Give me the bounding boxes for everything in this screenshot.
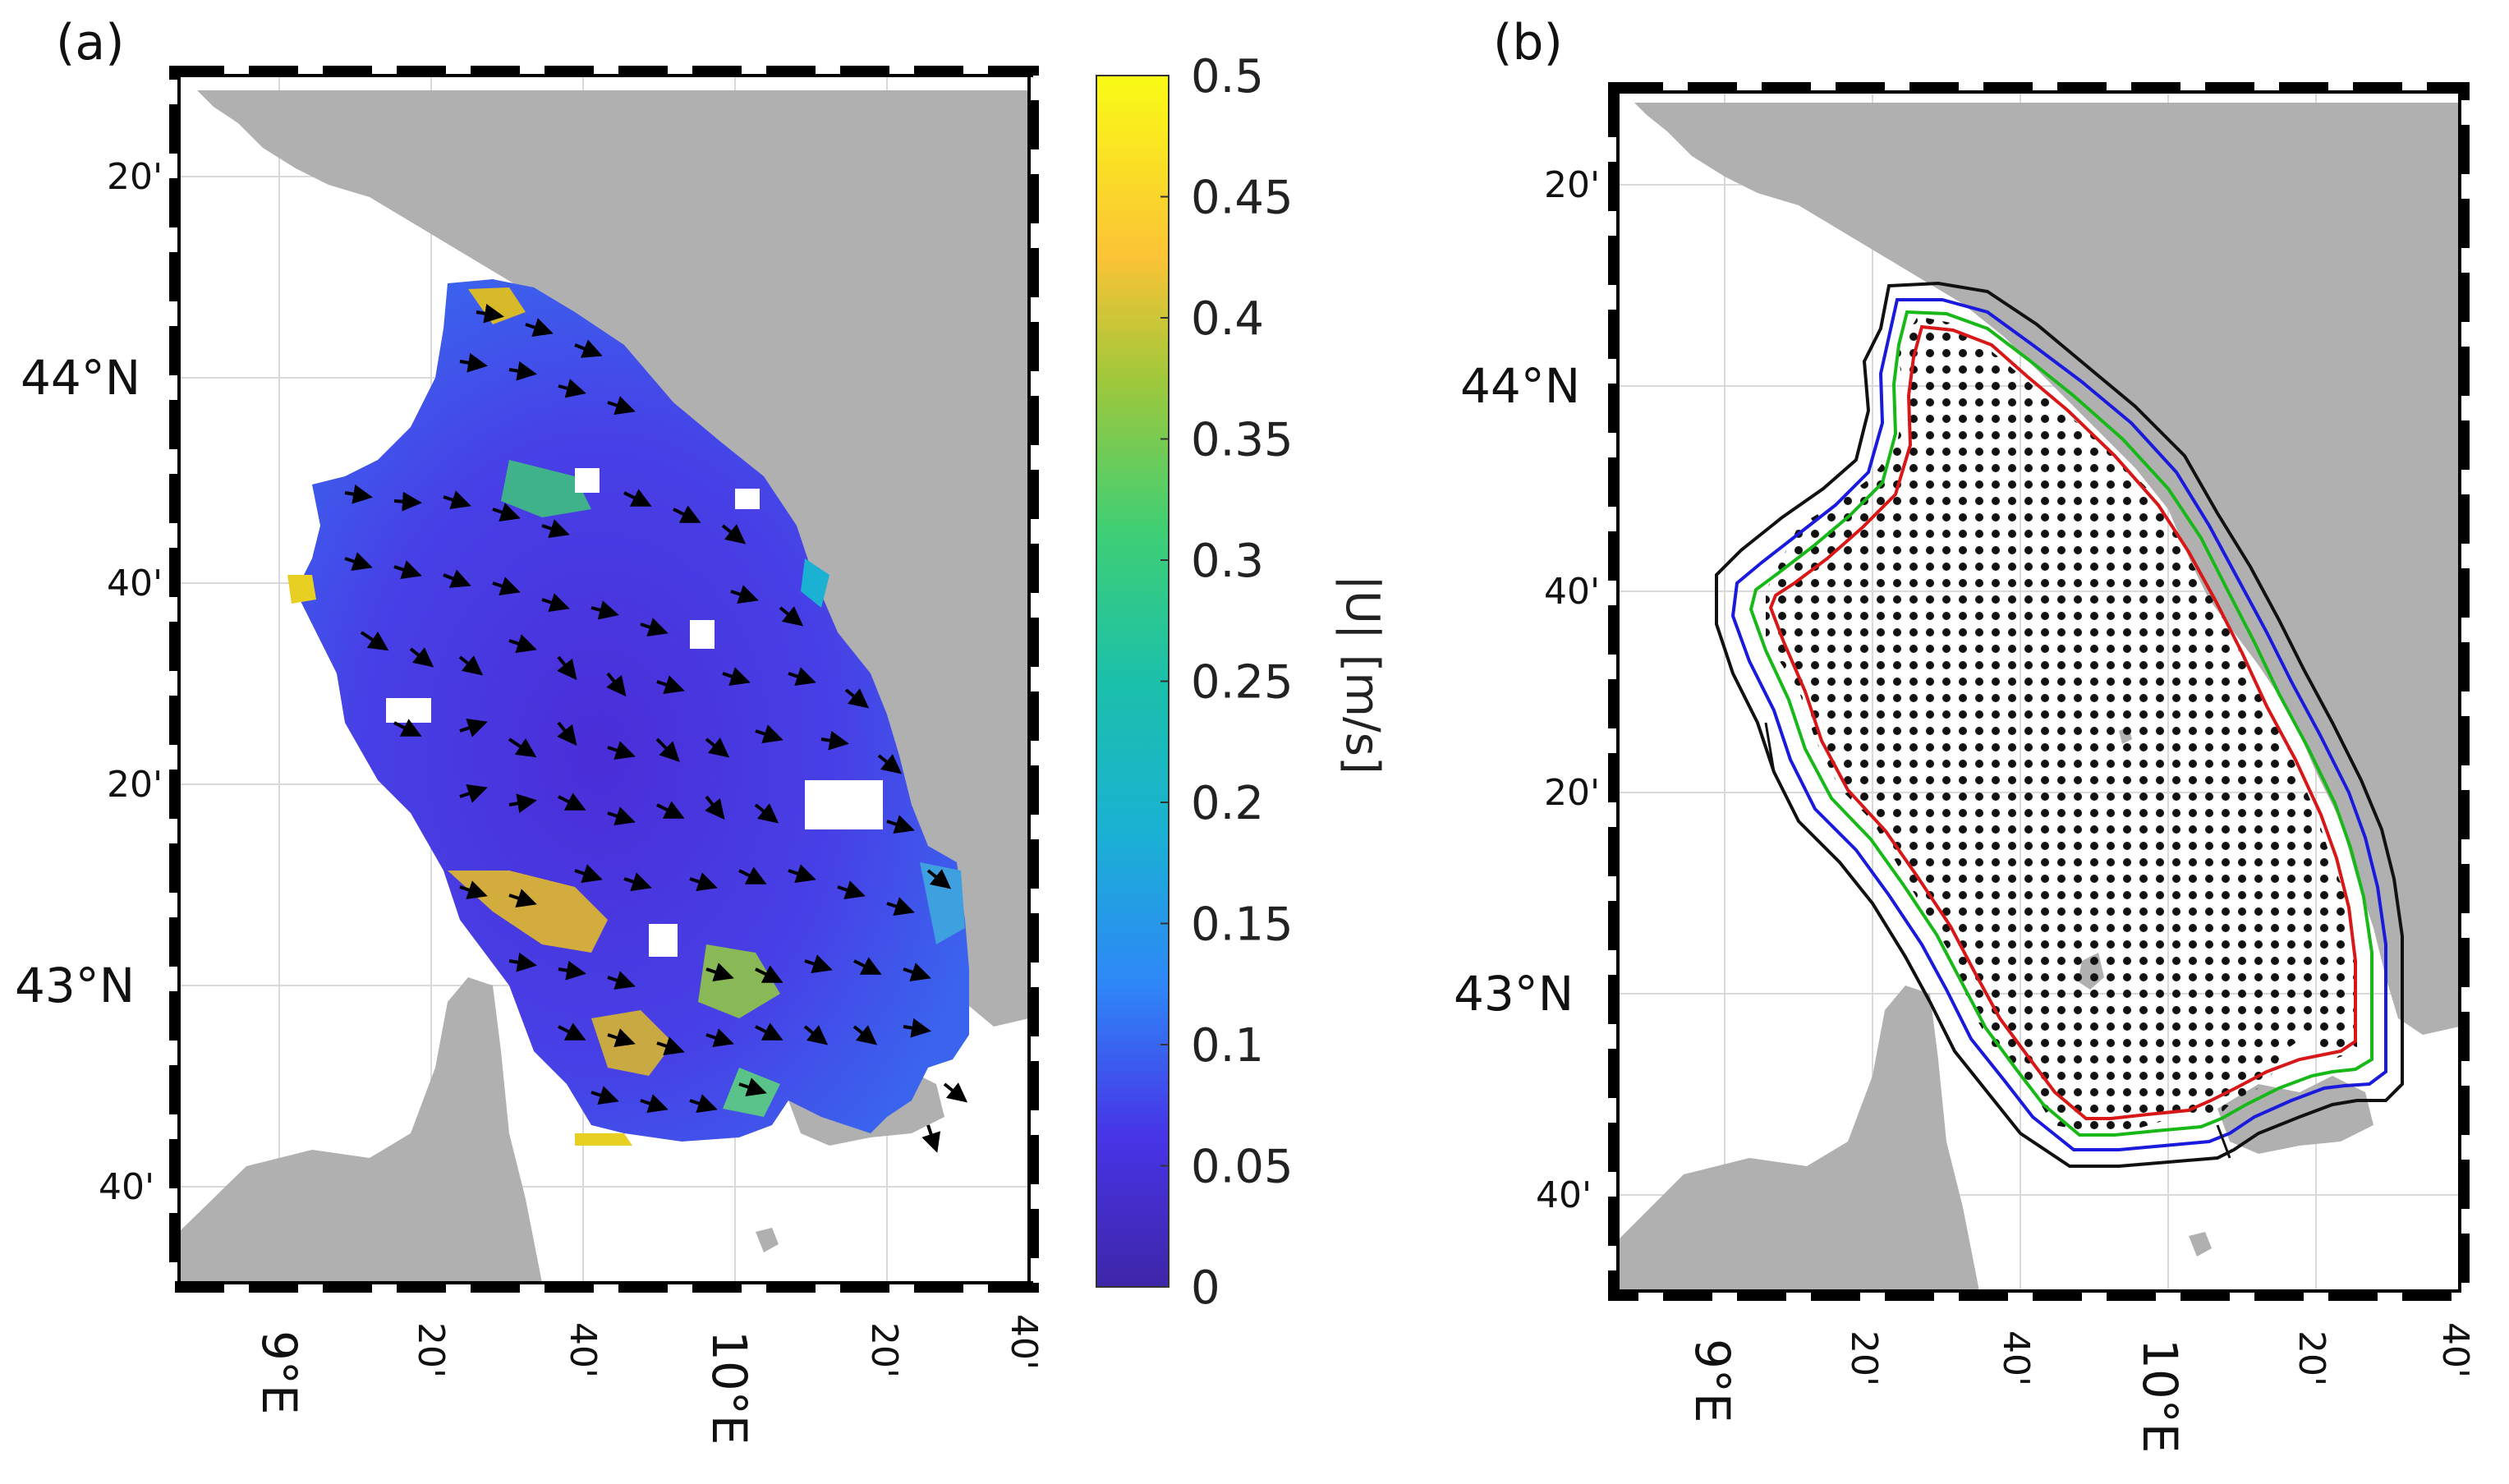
colorbar-tick-label: 0.35 <box>1191 414 1294 467</box>
panel-b-lat-label-6: 40' <box>1536 1174 1592 1216</box>
panel-a-lon-label-4: 10°E <box>701 1330 757 1445</box>
panel-a-lat-label-4: 20' <box>107 764 163 806</box>
panel-b-lon-label-6: 40' <box>2434 1322 2476 1378</box>
panel-b-pianosa <box>2189 1232 2212 1257</box>
panel-b-lat-label-1: 20' <box>1544 164 1600 206</box>
panel-a-lon-label-5: 20' <box>863 1322 905 1378</box>
colorbar-tick-label: 0.2 <box>1191 777 1264 830</box>
panel-a-lat-label-2: 44°N <box>21 350 140 406</box>
panel-a-lon-label-2: 20' <box>410 1322 452 1378</box>
panel-b-map <box>1618 92 2460 1291</box>
panel-b-lat-label-3: 40' <box>1544 571 1600 613</box>
colorbar-tick-label: 0.3 <box>1191 535 1264 588</box>
panel-b-lon-label-4: 10°E <box>2132 1339 2188 1453</box>
panel-a-pianosa <box>756 1228 779 1252</box>
panel-b-contour-spur-south <box>2216 1124 2231 1159</box>
colorbar-ticks: 0.5 0.45 0.4 0.35 0.3 0.25 0.2 0.15 0.1 0.05 0 <box>1160 50 1294 1315</box>
panel-a-lat-label-6: 40' <box>99 1166 154 1208</box>
panel-a-lon-label-3: 40' <box>562 1322 604 1378</box>
panel-b-corsica <box>1618 986 1979 1291</box>
colorbar-label: |U| [m/s] <box>1335 575 1389 774</box>
panel-a-label: (a) <box>56 14 125 71</box>
panel-a-corsica <box>179 977 542 1283</box>
panel-b: (b) <box>1454 14 2476 1453</box>
panel-b-label: (b) <box>1493 14 1563 71</box>
panel-a-lat-label-5: 43°N <box>15 958 135 1013</box>
panel-b-mainland <box>1634 103 2460 1035</box>
colorbar-tick-label: 0.4 <box>1191 292 1264 346</box>
panel-a-lon-label-6: 40' <box>1003 1314 1045 1370</box>
colorbar-tick-label: 0.15 <box>1191 898 1294 952</box>
colorbar-tick-label: 0.45 <box>1191 172 1294 225</box>
panel-b-lon-label-1: 9°E <box>1684 1339 1740 1423</box>
panel-b-lat-label-2: 44°N <box>1460 358 1580 414</box>
panel-b-frame <box>1608 82 2470 1301</box>
panel-b-lat-label-4: 20' <box>1544 772 1600 814</box>
colorbar-tick-label: 0.25 <box>1191 656 1294 710</box>
colorbar-gradient <box>1096 75 1169 1288</box>
colorbar-tick-label: 0.05 <box>1191 1141 1294 1194</box>
panel-b-lat-label-5: 43°N <box>1454 966 1574 1022</box>
panel-a-masked-cells <box>386 468 883 957</box>
panel-a-lon-label-1: 9°E <box>251 1330 307 1415</box>
panel-a-mainland <box>197 90 1029 1027</box>
panel-a-lat-label-1: 20' <box>107 156 163 198</box>
panel-b-contour-spur <box>1764 722 1776 773</box>
panel-b-interior-grid-points <box>1766 316 2357 1133</box>
colorbar-tick-label: 0.1 <box>1191 1019 1264 1073</box>
colorbar-tick-label: 0.5 <box>1191 50 1264 103</box>
panel-a-map <box>179 76 1029 1283</box>
panel-b-outer-contour <box>1715 281 2404 1168</box>
panel-a: (a) <box>15 14 1045 1445</box>
panel-b-blue-contour <box>1730 298 2387 1151</box>
panel-b-green-contour <box>1748 310 2373 1137</box>
panel-b-lon-label-2: 20' <box>1843 1330 1885 1386</box>
colorbar-tick-label: 0 <box>1191 1261 1220 1315</box>
colorbar: 0.5 0.45 0.4 0.35 0.3 0.25 0.2 0.15 0.1 0.05 0 |U|… <box>1096 50 1389 1315</box>
panel-a-lat-label-3: 40' <box>107 563 163 604</box>
panel-b-lon-label-5: 20' <box>2291 1330 2332 1386</box>
panel-a-frame <box>169 66 1039 1293</box>
panel-b-lon-label-3: 40' <box>1995 1330 2037 1386</box>
panel-b-red-contour <box>1768 324 2357 1120</box>
panel-a-velocity-arrows <box>344 303 968 1153</box>
